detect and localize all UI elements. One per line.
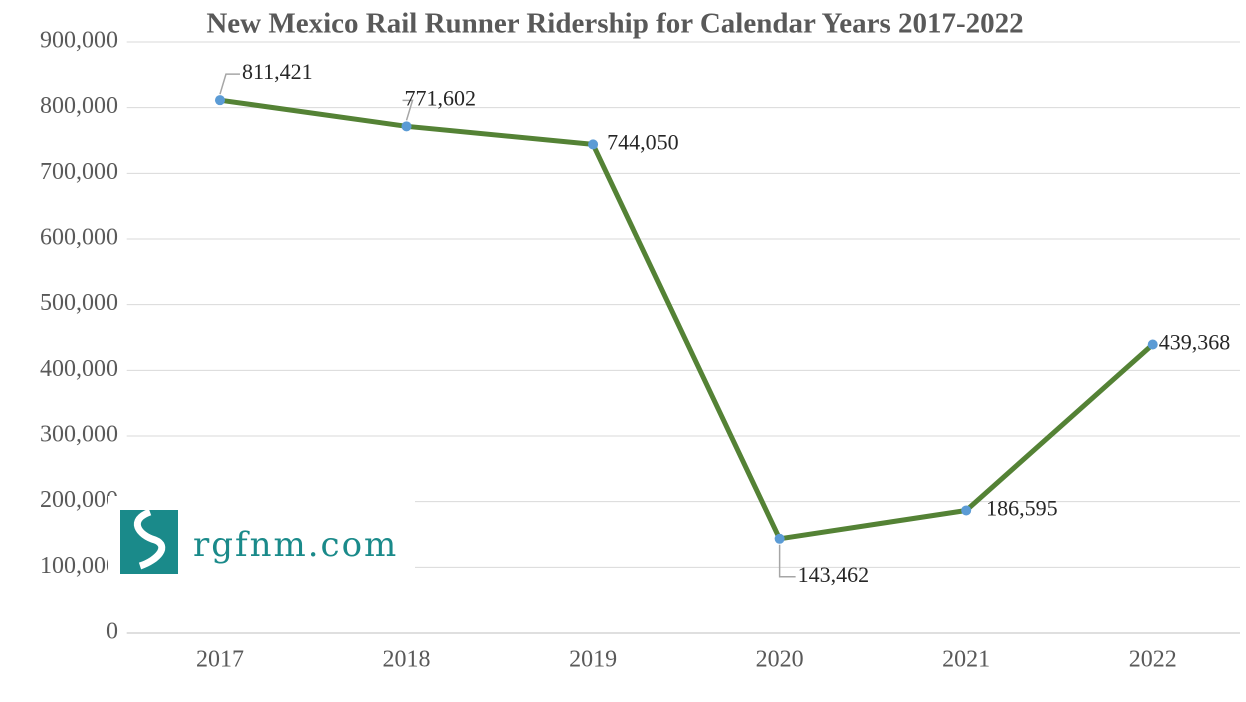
y-tick-label: 600,000: [40, 225, 118, 251]
x-tick-label: 2020: [756, 647, 804, 673]
leader-line: [219, 73, 240, 95]
data-label: 811,421: [242, 59, 313, 84]
logo-text: rgfnm.com: [193, 525, 398, 565]
y-tick-label: 0: [106, 619, 118, 645]
marker: [774, 533, 785, 544]
y-tick-label: 900,000: [40, 28, 118, 54]
y-tick-label: 700,000: [40, 159, 118, 185]
x-tick-label: 2018: [383, 647, 431, 673]
x-tick-label: 2017: [196, 647, 244, 673]
marker: [588, 139, 599, 150]
y-tick-label: 300,000: [40, 422, 118, 448]
x-tick-label: 2019: [569, 647, 617, 673]
marker: [214, 95, 225, 106]
leader-line: [778, 544, 796, 578]
line: [219, 97, 1155, 542]
marker: [1147, 339, 1158, 350]
x-tick-label: 2022: [1129, 647, 1177, 673]
data-label: 143,462: [798, 562, 870, 587]
data-label: 744,050: [607, 129, 679, 154]
y-tick-label: 800,000: [40, 93, 118, 119]
y-tick-label: 100,000: [40, 553, 118, 579]
grid-layer: 0 100,000 200,000 300,000 400,000 500,000 600,…: [40, 28, 1240, 673]
marker: [961, 505, 972, 516]
data-label: 439,368: [1159, 330, 1231, 355]
logo-river: [133, 508, 166, 570]
chart-title: New Mexico Rail Runner Ridership for Cal…: [206, 8, 1023, 40]
y-tick-label: 500,000: [40, 290, 118, 316]
marker: [401, 121, 412, 132]
data-layer: 811,421 771,602 744,050 143,462 186,595 439,3…: [214, 59, 1231, 587]
data-label: 771,602: [405, 85, 477, 110]
watermark: rgfnm.com: [108, 496, 415, 578]
y-tick-label: 200,000: [40, 487, 118, 513]
leader-line: [402, 99, 414, 121]
x-tick-label: 2021: [942, 647, 990, 673]
y-tick-label: 400,000: [40, 356, 118, 382]
data-label: 186,595: [986, 496, 1058, 521]
